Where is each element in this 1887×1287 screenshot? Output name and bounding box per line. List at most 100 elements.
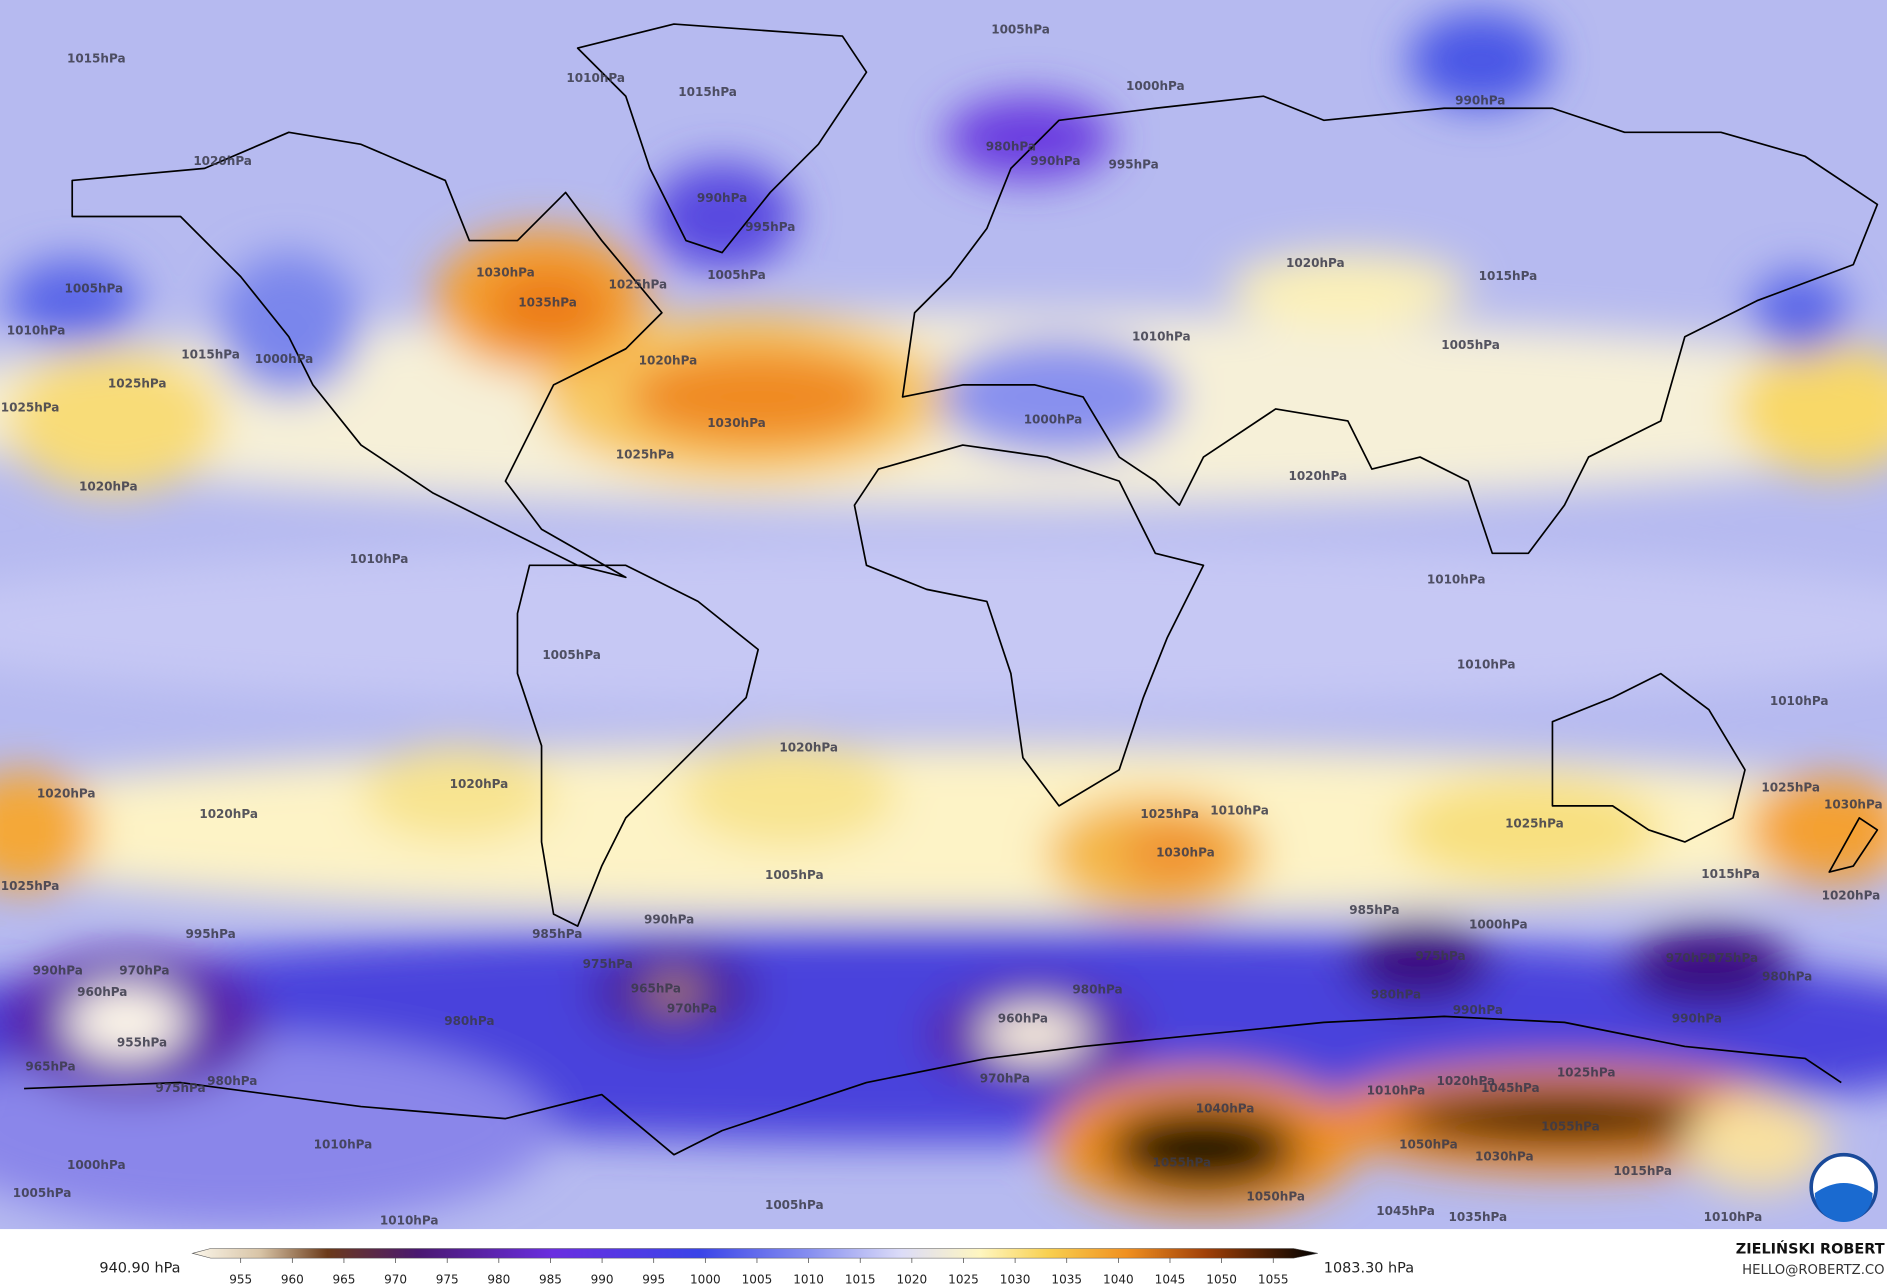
colorbar-tick-label: 985 [539, 1272, 562, 1286]
contour-label: 1010hPa [1427, 572, 1486, 586]
colorbar-tick-label: 1030 [1000, 1272, 1031, 1286]
pressure-cell [944, 96, 1114, 181]
pressure-cell [6, 258, 139, 343]
pressure-cell [625, 348, 891, 446]
contour-labels: 1015hPa 1005hPa 1000hPa 990hPa 1020hPa 980hPa… [1, 23, 1883, 1228]
contour-label: 970hPa [1666, 951, 1716, 965]
colorbar-tick-label: 1000 [690, 1272, 721, 1286]
pressure-cell [980, 1007, 1090, 1061]
contour-label: 975hPa [1708, 951, 1758, 965]
north-america [71, 131, 663, 579]
colorbar-max-label: 1083.30 hPa [1324, 1261, 1414, 1277]
contour-label: 1010hPa [314, 1138, 373, 1152]
contour-label: 995hPa [1109, 157, 1159, 171]
contour-label: 1030hPa [1156, 845, 1215, 859]
contour-label: 1020hPa [1436, 1074, 1495, 1088]
contour-label: 1015hPa [1479, 269, 1538, 283]
colorbar-tick-label: 1025 [948, 1272, 979, 1286]
contour-label: 990hPa [1672, 1011, 1722, 1025]
contour-label: 1050hPa [1246, 1189, 1305, 1203]
contour-label: 960hPa [77, 985, 127, 999]
contour-label: 990hPa [1455, 94, 1505, 108]
contour-label: 1025hPa [1761, 780, 1820, 794]
credit-email: HELLO@ROBERTZ.CO [1742, 1263, 1884, 1278]
contour-label: 1005hPa [542, 648, 601, 662]
contour-label: 1005hPa [1441, 338, 1500, 352]
pressure-cell [216, 252, 362, 397]
contour-label: 1000hPa [1469, 918, 1528, 932]
contour-label: 1010hPa [380, 1213, 439, 1227]
contour-label: 965hPa [631, 981, 681, 995]
contour-label: 985hPa [1349, 903, 1399, 917]
pressure-cell [487, 270, 608, 343]
contour-label: 1020hPa [199, 807, 258, 821]
colorbar-tick-label: 980 [487, 1272, 510, 1286]
contour-label: 970hPa [980, 1072, 1030, 1086]
contour-label: 1025hPa [616, 447, 675, 461]
contour-label: 1020hPa [37, 786, 96, 800]
contour-label: 1030hPa [707, 416, 766, 430]
pressure-cell [643, 974, 705, 1011]
greenland [576, 23, 868, 254]
contour-label: 975hPa [583, 957, 633, 971]
colorbar-tick-label: 1055 [1258, 1272, 1289, 1286]
pressure-cell [1684, 1094, 1830, 1191]
contour-label: 1020hPa [639, 353, 698, 367]
contour-label: 975hPa [155, 1081, 205, 1095]
colorbar-tick-label: 1050 [1206, 1272, 1237, 1286]
colorbar-min-label: 940.90 hPa [99, 1261, 180, 1277]
colorbar-tick-label: 1005 [742, 1272, 773, 1286]
contour-label: 1005hPa [991, 23, 1050, 37]
contour-label: 1020hPa [1822, 889, 1881, 903]
contour-label: 1035hPa [1449, 1210, 1508, 1224]
colorbar-tick-label: 965 [332, 1272, 355, 1286]
contour-label: 990hPa [697, 191, 747, 205]
pressure-cell [1395, 1092, 1733, 1146]
colorbar-scale [191, 1248, 1318, 1259]
contour-label: 990hPa [1030, 154, 1080, 168]
eurasia [901, 95, 1879, 555]
contour-label: 1010hPa [1210, 803, 1269, 817]
contour-label: 1010hPa [7, 323, 66, 337]
contour-label: 1000hPa [255, 352, 314, 366]
contour-label: 1010hPa [1770, 694, 1829, 708]
pressure-cell [66, 986, 187, 1059]
pressure-cell [0, 769, 97, 891]
contour-label: 1015hPa [181, 347, 240, 361]
contour-label: 995hPa [185, 927, 235, 941]
credit-name: ZIELIŃSKI ROBERT [1736, 1239, 1885, 1257]
contour-label: 965hPa [25, 1059, 75, 1073]
contour-label: 980hPa [986, 139, 1036, 153]
colorbar-tick-label: 970 [384, 1272, 407, 1286]
contour-label: 1030hPa [1475, 1150, 1534, 1164]
contour-label: 980hPa [1072, 983, 1122, 997]
contour-label: 1025hPa [1, 879, 60, 893]
contour-label: 990hPa [644, 913, 694, 927]
contour-label: 1020hPa [1286, 256, 1345, 270]
pressure-field [0, 12, 1887, 1227]
contour-label: 1010hPa [1704, 1210, 1763, 1224]
africa [853, 444, 1205, 807]
contour-label: 1020hPa [779, 741, 838, 755]
colorbar-tick-label: 1010 [793, 1272, 824, 1286]
contour-label: 1045hPa [1481, 1081, 1540, 1095]
colorbar: 940.90 hPa 1083.30 hPa 955 960 965 970 975 98… [99, 1248, 1414, 1286]
contour-label: 970hPa [667, 1002, 717, 1016]
contour-label: 1005hPa [765, 868, 824, 882]
contour-label: 1015hPa [678, 85, 737, 99]
contour-label: 980hPa [207, 1074, 257, 1088]
contour-label: 1005hPa [13, 1186, 72, 1200]
coastlines [24, 23, 1879, 1156]
pressure-cell [0, 541, 1887, 710]
contour-label: 1030hPa [1824, 797, 1883, 811]
contour-label: 1010hPa [1132, 329, 1191, 343]
pressure-cell [361, 745, 554, 842]
pressure-cell [1751, 270, 1848, 355]
contour-label: 1005hPa [765, 1198, 824, 1212]
pressure-cell [1408, 12, 1553, 109]
pressure-cell [1732, 342, 1887, 476]
contour-label: 1020hPa [1288, 469, 1347, 483]
contour-label: 1005hPa [707, 268, 766, 282]
colorbar-tick-label: 1020 [897, 1272, 928, 1286]
